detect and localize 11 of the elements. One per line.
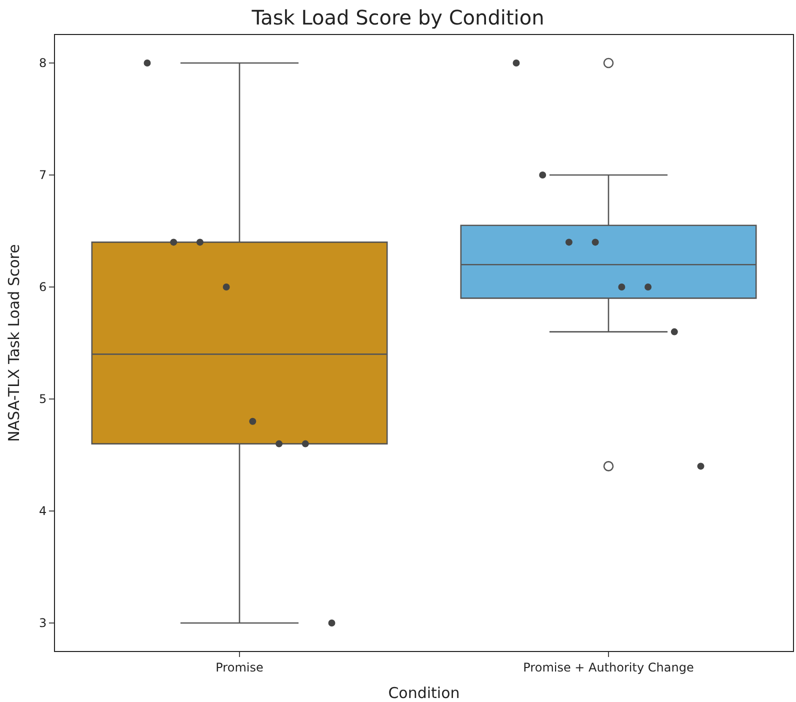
y-tick-label: 8	[38, 56, 47, 70]
y-tick-label: 3	[38, 616, 47, 630]
y-tick-label: 7	[38, 168, 47, 182]
y-tick-label: 5	[38, 392, 47, 406]
x-tick-label: Promise	[216, 660, 264, 674]
y-tick-label: 6	[38, 280, 47, 294]
x-tick-label: Promise + Authority Change	[523, 660, 694, 674]
y-axis-title: NASA-TLX Task Load Score	[5, 244, 24, 442]
chart-title: Task Load Score by Condition	[250, 6, 544, 30]
y-tick-label: 4	[38, 504, 47, 518]
x-axis-title: Condition	[388, 684, 460, 702]
